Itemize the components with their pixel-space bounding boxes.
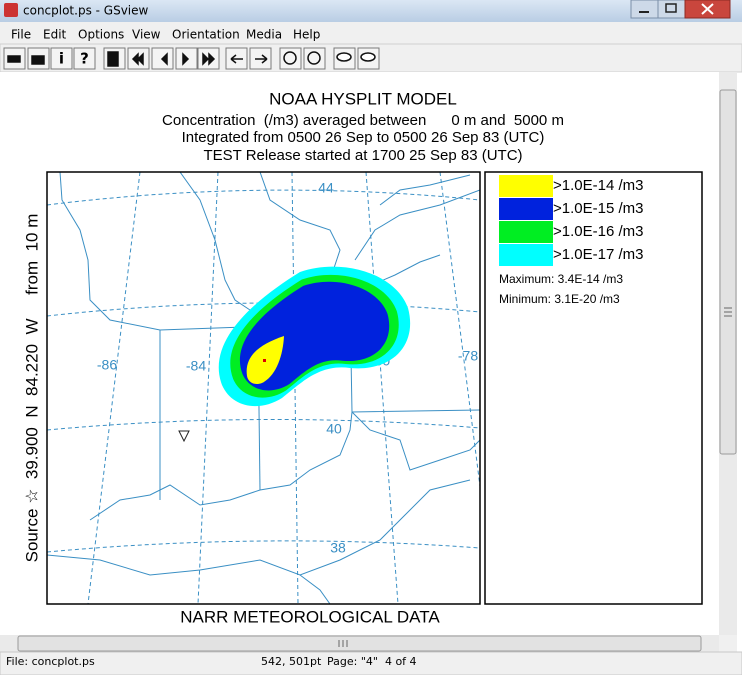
minimize-button[interactable] [630, 0, 659, 19]
toolbar-icon [230, 54, 243, 64]
toolbar-icon [307, 51, 321, 65]
legend-frame [484, 171, 703, 605]
toolbar-icon [160, 52, 168, 66]
legend-label: >1.0E-17 /m3 [553, 246, 643, 263]
plot-footer: NARR METEOROLOGICAL DATA [180, 607, 440, 626]
menu-bar [0, 22, 742, 44]
legend-label: >1.0E-16 /m3 [553, 223, 643, 240]
legend-swatch [499, 244, 553, 266]
toolbar-icon [31, 55, 45, 65]
toolbar-button[interactable] [279, 47, 302, 70]
toolbar-icon [202, 52, 216, 66]
legend-swatch [499, 175, 553, 197]
legend-swatch [499, 221, 553, 243]
plume [218, 266, 411, 407]
source-label: Source ☆ 39.900 N 84.220 W from 10 m [22, 214, 41, 563]
toolbar-glyph: i [59, 50, 64, 68]
window-title: concplot.ps - GSview [23, 4, 149, 18]
toolbar-icon [336, 52, 352, 62]
toolbar-button[interactable] [50, 47, 73, 70]
toolbar-icon [7, 55, 21, 63]
app-icon [4, 3, 18, 17]
title-bar [0, 0, 742, 22]
toolbar-icon [182, 52, 190, 66]
maximum-label: Maximum: 3.4E-14 /m3 [499, 272, 623, 286]
legend-label: >1.0E-14 /m3 [553, 177, 643, 194]
map-label: 38 [330, 540, 346, 556]
legend-label: >1.0E-15 /m3 [553, 200, 643, 217]
toolbar-glyph: ? [80, 50, 89, 68]
toolbar-icon [283, 51, 297, 65]
map-label: -86 [97, 357, 117, 373]
horizontal-scroll-thumb[interactable] [17, 635, 702, 652]
plot-subtitle: TEST Release started at 1700 25 Sep 83 (… [203, 147, 522, 164]
menu-item[interactable]: Options [78, 28, 124, 42]
toolbar-icon [255, 54, 268, 64]
status-bar [0, 651, 742, 675]
status-file: File: concplot.ps [6, 655, 95, 668]
menu-item[interactable]: Edit [43, 28, 67, 42]
menu-item[interactable]: Media [246, 28, 282, 42]
map-label: -78 [458, 348, 478, 364]
plot-subtitle: Integrated from 0500 26 Sep to 0500 26 S… [182, 129, 545, 146]
menu-item[interactable]: Orientation [172, 28, 240, 42]
plot-title: NOAA HYSPLIT MODEL [269, 89, 457, 108]
toolbar-icon [107, 51, 119, 67]
status-position: 542, 501pt [261, 655, 322, 668]
menu-item[interactable]: Help [293, 28, 320, 42]
maximize-button[interactable] [657, 0, 686, 19]
map-label: 40 [326, 421, 342, 437]
toolbar-button[interactable] [303, 47, 326, 70]
legend-swatch [499, 198, 553, 220]
map-label: -84 [186, 358, 206, 374]
toolbar-icon [131, 52, 144, 66]
menu-item[interactable]: View [132, 28, 161, 42]
map-frame [46, 171, 481, 605]
plot-subtitle: Concentration (/m3) averaged between 0 m… [162, 112, 564, 129]
menu-item[interactable]: File [11, 28, 31, 42]
toolbar-icon [360, 52, 376, 62]
vertical-scroll-thumb[interactable] [719, 89, 737, 455]
minimum-label: Minimum: 3.1E-20 /m3 [499, 292, 620, 306]
map-label: 44 [318, 180, 334, 196]
status-page: Page: "4" 4 of 4 [327, 655, 417, 668]
toolbar-button[interactable] [73, 47, 96, 70]
